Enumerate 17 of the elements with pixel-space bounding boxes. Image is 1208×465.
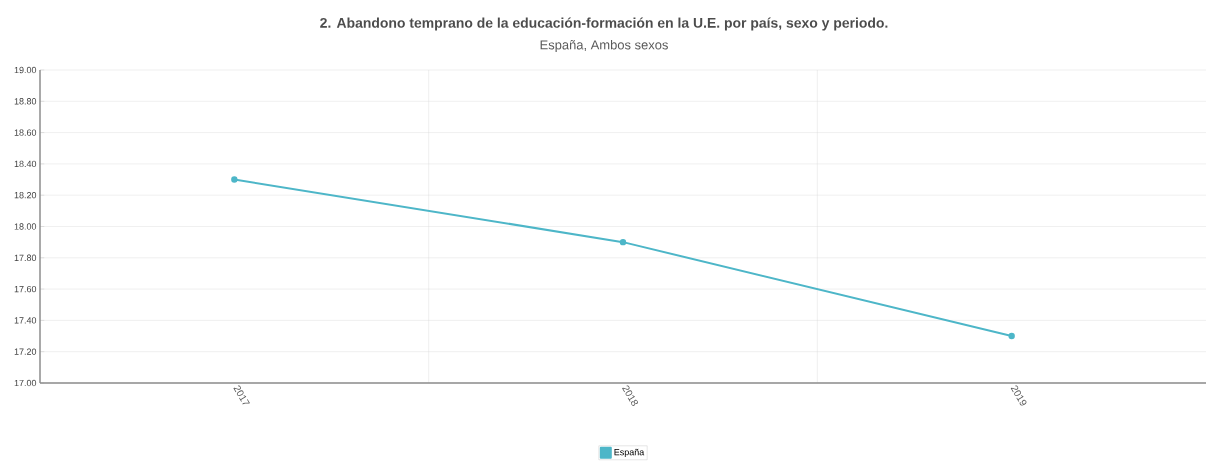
chart-title: 2. Abandono temprano de la educación-formación en la U.E. por país, sexo y periodo. — [320, 17, 888, 31]
y-tick-label: 19.00 — [14, 66, 37, 74]
y-tick-label: 17.40 — [14, 317, 37, 324]
y-tick-label: 18.60 — [14, 129, 37, 136]
y-tick-label: 18.80 — [14, 98, 37, 105]
y-tick-label: 18.40 — [14, 160, 37, 168]
y-tick-label: 17.80 — [14, 254, 37, 261]
y-tick-label: 17.20 — [14, 348, 37, 355]
y-tick-label: 18.20 — [14, 192, 37, 199]
chart-subtitle: España, Ambos sexos — [540, 39, 668, 53]
point — [231, 176, 238, 183]
point — [619, 238, 627, 246]
y-tick-label: 17.60 — [14, 285, 37, 293]
legend-label: España — [614, 448, 645, 458]
y-tick-label: 18.00 — [14, 223, 37, 230]
y-tick-label: 17.00 — [14, 379, 37, 387]
point — [1008, 332, 1015, 340]
